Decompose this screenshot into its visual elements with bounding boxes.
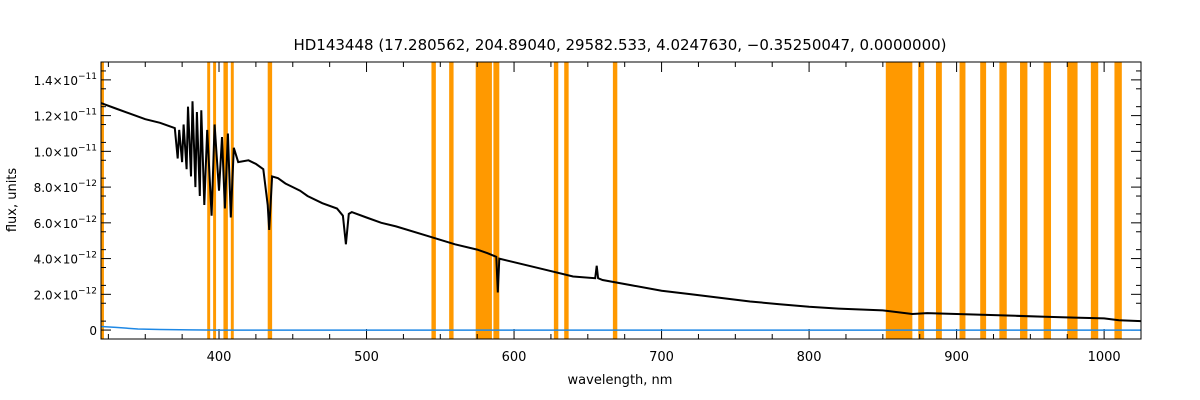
plot-frame (100, 61, 1142, 340)
spectrum-series-line (100, 101, 1142, 323)
x-tick-label: 700 (649, 350, 674, 365)
y-axis-label: flux, units (5, 168, 20, 233)
error-series-line (100, 325, 1141, 331)
x-tick-label: 400 (207, 350, 232, 365)
y-tick-label: 1.0×10−11 (34, 143, 97, 159)
masked-band (959, 62, 966, 339)
masked-band (213, 62, 217, 339)
masked-band (207, 62, 211, 339)
masked-band (999, 62, 1007, 339)
x-tick-label: 900 (944, 350, 969, 365)
masked-band (493, 62, 500, 339)
masked-band (980, 62, 987, 339)
masked-band (1114, 62, 1122, 339)
masked-band (431, 62, 436, 339)
x-axis-ticks: 400 500 600 700 800 900 1000 (107, 62, 1142, 365)
y-tick-label: 0 (89, 324, 97, 338)
y-tick-label: 1.4×10−11 (34, 72, 97, 88)
x-tick-label: 600 (502, 350, 527, 365)
x-tick-label: 800 (797, 350, 822, 365)
masked-band (475, 62, 492, 339)
masked-band (1043, 62, 1052, 339)
masked-band (449, 62, 454, 339)
masked-band (553, 62, 559, 339)
masked-bands (101, 62, 1122, 339)
masked-band (1067, 62, 1078, 339)
masked-band (564, 62, 569, 339)
masked-band (612, 62, 618, 339)
x-axis-label: wavelength, nm (568, 373, 673, 388)
y-tick-label: 2.0×10−12 (34, 286, 97, 302)
masked-band (885, 62, 913, 339)
masked-band (918, 62, 925, 339)
masked-band (1090, 62, 1099, 339)
y-axis-ticks: 0 2.0×10−12 4.0×10−12 6.0×10−12 8.0×10−12 1.0… (34, 70, 1141, 338)
masked-band (1020, 62, 1028, 339)
y-tick-label: 4.0×10−12 (34, 251, 97, 267)
chart-title: HD143448 (17.280562, 204.89040, 29582.53… (293, 36, 946, 54)
masked-band (935, 62, 942, 339)
masked-band (101, 62, 104, 339)
y-tick-label: 8.0×10−12 (34, 179, 97, 195)
y-tick-label: 1.2×10−11 (34, 108, 97, 124)
x-tick-label: 500 (354, 350, 379, 365)
y-tick-label: 6.0×10−12 (34, 215, 97, 231)
x-tick-label: 1000 (1088, 350, 1121, 365)
